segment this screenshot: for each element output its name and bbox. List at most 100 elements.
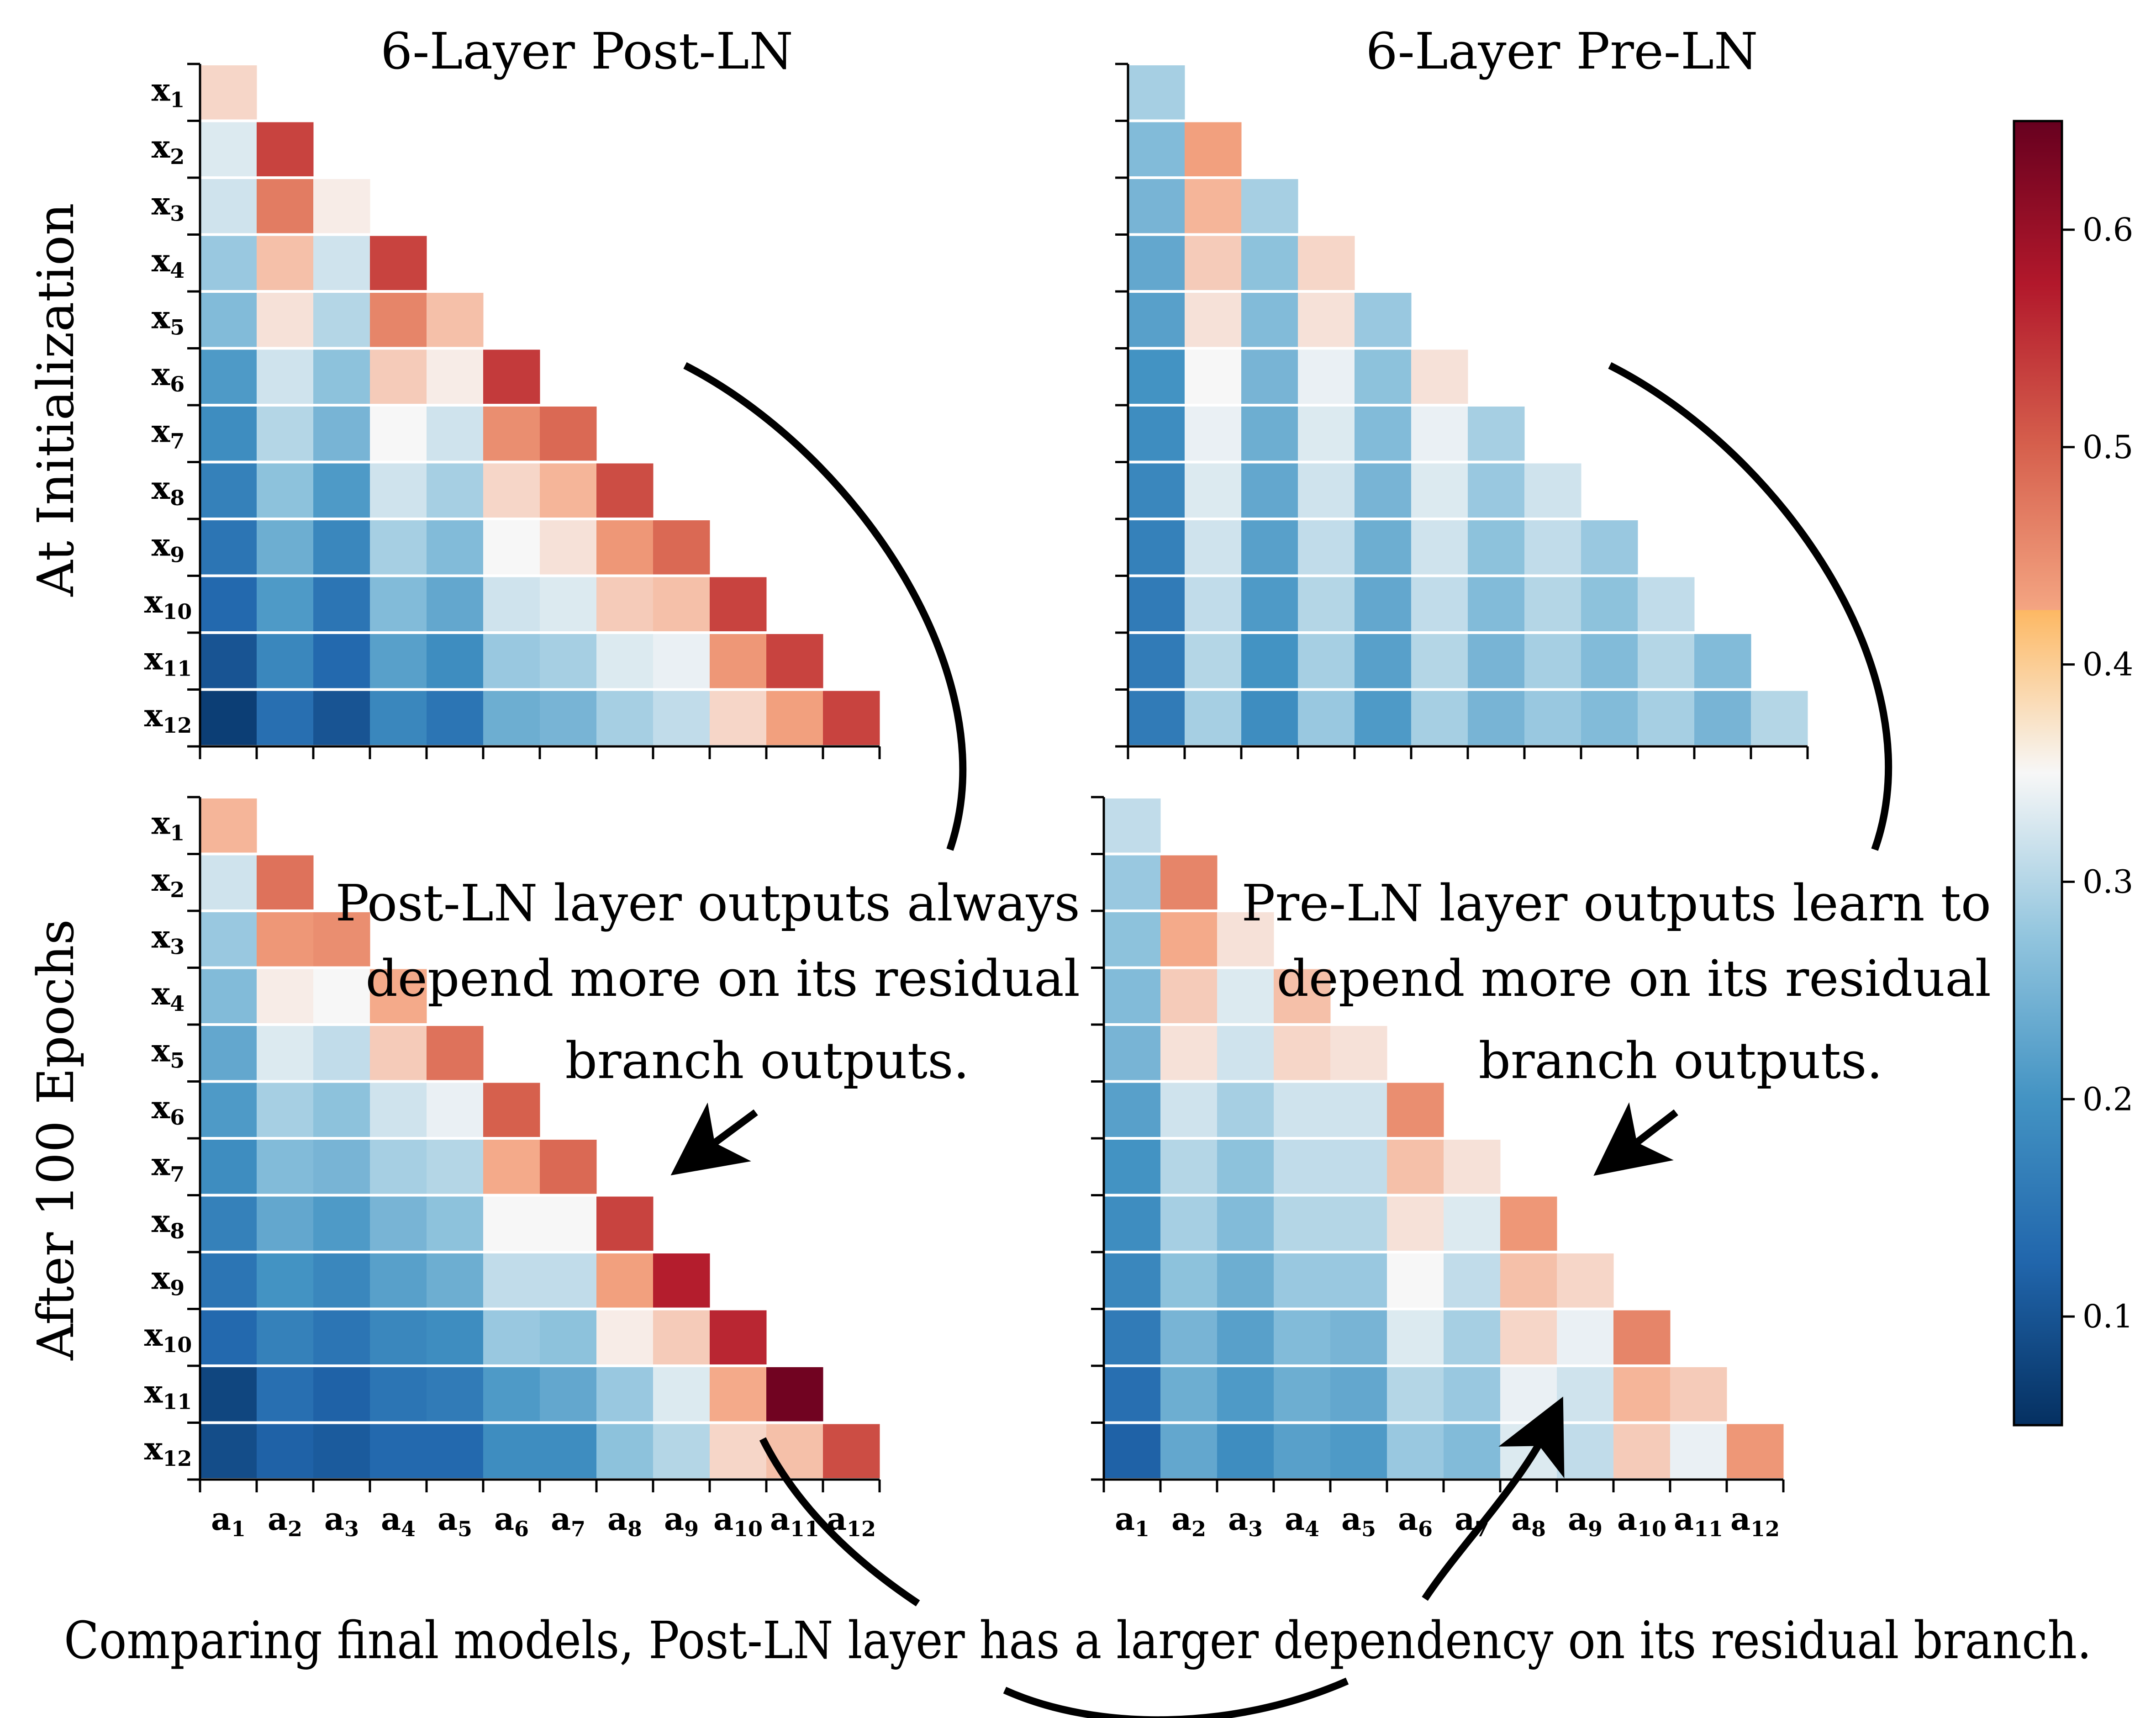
cell-x4-a3 [313, 969, 370, 1023]
colorbar-tick-label: 0.3 [2082, 863, 2133, 900]
col-label-a11: a11 [770, 1501, 819, 1541]
cell-x12-a2 [1160, 1424, 1218, 1478]
cell-x9-a3 [313, 1253, 370, 1308]
cell-x8-a8 [1500, 1196, 1557, 1251]
cell-x12-a7 [1468, 691, 1525, 745]
cell-x12-a5 [427, 691, 484, 745]
curve-arrow-bottom-left [759, 1437, 920, 1607]
cell-x11-a5 [1330, 1367, 1387, 1422]
cell-x12-a5 [1330, 1424, 1387, 1478]
cell-x10-a5 [427, 577, 484, 631]
row-label-x9: x9 [152, 527, 185, 567]
cell-x10-a1 [1104, 1310, 1161, 1364]
cell-x11-a9 [1581, 634, 1638, 688]
cell-x12-a5 [1355, 691, 1412, 745]
cell-x4-a2 [1160, 969, 1218, 1023]
cell-x2-a1 [1104, 855, 1161, 909]
cell-x9-a5 [1355, 520, 1412, 575]
pre-ln-annotation: Pre-LN layer outputs learn to depend mor… [1241, 874, 1991, 1090]
post-ln-note-line-1: Post-LN layer outputs always [335, 874, 1080, 932]
cell-x12-a10 [1638, 691, 1695, 745]
cell-x5-a3 [313, 1026, 370, 1080]
cell-x11-a11 [1670, 1367, 1727, 1422]
cell-x8-a1 [200, 463, 257, 518]
cell-x10-a10 [710, 1310, 767, 1364]
cell-x11-a1 [200, 634, 257, 688]
cell-x6-a2 [1185, 349, 1242, 404]
heatmap-pre-ln-init [1115, 63, 1809, 759]
cell-x11-a4 [370, 1367, 427, 1422]
cell-x11-a7 [540, 1367, 597, 1422]
cell-x9-a6 [1411, 520, 1468, 575]
colorbar-tick-label: 0.5 [2082, 428, 2133, 466]
row-label-x5: x5 [152, 1032, 185, 1073]
row-label-x12: x12 [144, 698, 192, 738]
cell-x7-a3 [313, 407, 370, 461]
cell-x4-a3 [1217, 969, 1274, 1023]
cell-x6-a6 [483, 1083, 540, 1137]
cell-x9-a2 [257, 520, 314, 575]
cell-x3-a1 [1128, 179, 1185, 233]
cell-x12-a1 [200, 1424, 257, 1478]
cell-x12-a12 [823, 691, 880, 745]
cell-x3-a2 [257, 912, 314, 967]
cell-x12-a6 [483, 1424, 540, 1478]
cell-x10-a10 [1638, 577, 1695, 631]
cell-x11-a9 [653, 1367, 710, 1422]
cell-x6-a2 [257, 1083, 314, 1137]
col-label-a3: a3 [324, 1501, 359, 1541]
cell-x7-a4 [1298, 407, 1355, 461]
cell-x4-a4 [370, 969, 427, 1023]
cell-x8-a4 [370, 1196, 427, 1251]
cell-x3-a2 [257, 179, 314, 233]
col-label-a12: a12 [1730, 1501, 1780, 1541]
cell-x8-a6 [483, 463, 540, 518]
curve-arrow-bottom-right [1422, 1396, 1565, 1601]
post-ln-note-line-3: branch outputs. [565, 1031, 970, 1090]
cell-x10-a4 [370, 577, 427, 631]
cell-x7-a1 [1104, 1140, 1161, 1194]
cell-x12-a7 [540, 691, 597, 745]
cell-x9-a8 [1524, 520, 1581, 575]
cell-x9-a1 [1128, 520, 1185, 575]
cell-x8-a3 [313, 1196, 370, 1251]
cell-x9-a7 [540, 1253, 597, 1308]
arrow-post-ln-note [670, 1102, 758, 1176]
cell-x12-a1 [200, 691, 257, 745]
cell-x11-a5 [427, 1367, 484, 1422]
cell-x5-a5 [1355, 293, 1412, 347]
cell-x8-a8 [596, 463, 654, 518]
cell-x12-a8 [596, 691, 654, 745]
cell-x12-a3 [313, 1424, 370, 1478]
cell-x5-a2 [1160, 1026, 1218, 1080]
cell-x8-a7 [1468, 463, 1525, 518]
cell-x7-a5 [427, 1140, 484, 1194]
cell-x3-a3 [1241, 179, 1298, 233]
cell-x9-a8 [596, 520, 654, 575]
cell-x7-a4 [370, 407, 427, 461]
cell-x12-a4 [1274, 1424, 1331, 1478]
cell-x11-a3 [313, 634, 370, 688]
cell-x7-a1 [200, 407, 257, 461]
cell-x5-a5 [1330, 1026, 1387, 1080]
cell-x7-a4 [1274, 1140, 1331, 1194]
cell-x12-a9 [653, 1424, 710, 1478]
cell-x9-a7 [1444, 1253, 1501, 1308]
cell-x5-a2 [1185, 293, 1242, 347]
colorbar-tick-label: 0.1 [2082, 1298, 2133, 1335]
cell-x9-a9 [1581, 520, 1638, 575]
cell-x3-a2 [1160, 912, 1218, 967]
cell-x7-a5 [1330, 1140, 1387, 1194]
col-label-a5: a5 [438, 1501, 472, 1541]
col-label-a5: a5 [1341, 1501, 1376, 1541]
row-label-x1: x1 [152, 72, 185, 112]
cell-x7-a2 [1185, 407, 1242, 461]
row-label-x2: x2 [152, 129, 185, 169]
cell-x10-a5 [427, 1310, 484, 1364]
row-label-x8: x8 [152, 470, 185, 510]
cell-x4-a1 [1128, 236, 1185, 290]
cell-x2-a2 [1185, 122, 1242, 176]
cell-x9-a1 [1104, 1253, 1161, 1308]
cell-x9-a4 [370, 520, 427, 575]
cell-x7-a2 [257, 1140, 314, 1194]
